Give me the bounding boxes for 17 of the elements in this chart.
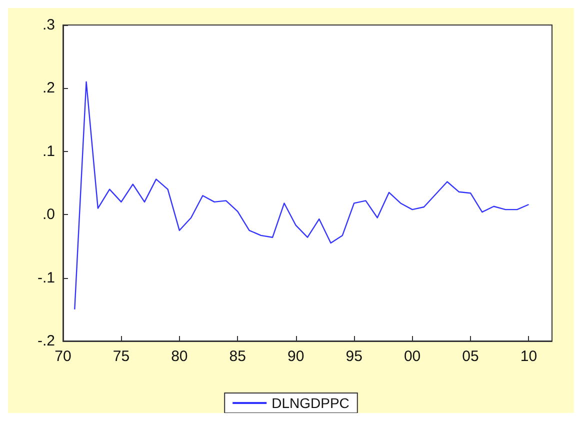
x-tick-label: 85: [229, 348, 246, 365]
y-tick-label: .3: [42, 16, 55, 34]
x-tick-label: 90: [288, 348, 304, 365]
x-tick-label: 70: [54, 348, 72, 365]
y-tick-label: -.2: [37, 332, 55, 350]
y-tick-label: .2: [42, 80, 55, 97]
y-tick-label: .1: [42, 142, 55, 160]
line-series: [74, 81, 530, 310]
x-tick-label: 10: [520, 348, 538, 365]
y-tick-label: .0: [42, 206, 55, 224]
y-tick-label: -.1: [37, 269, 55, 286]
x-tick-label: 95: [346, 348, 362, 365]
x-tick-label: 75: [112, 348, 130, 365]
x-tick-label: 00: [404, 348, 421, 365]
x-tick-label: 05: [462, 348, 479, 365]
legend-label: DLNGDPPC: [272, 395, 350, 411]
x-tick-label: 80: [171, 348, 188, 365]
